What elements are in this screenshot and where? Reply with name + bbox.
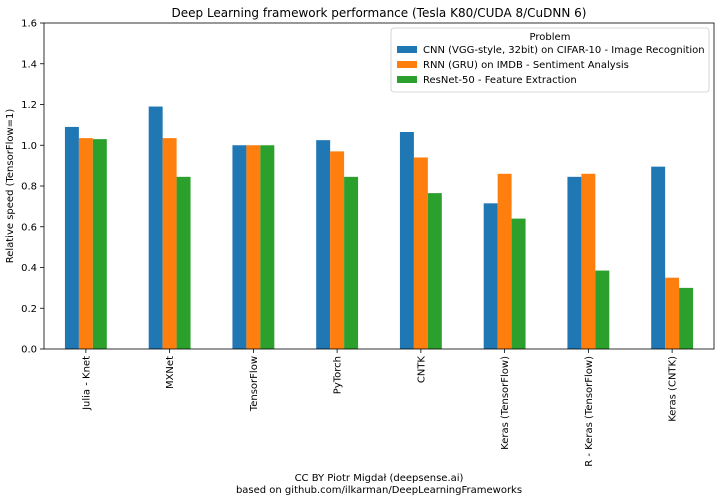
bar-julia-knet-series-3 <box>92 139 107 349</box>
bar-r-keras-tensorflow-series-1 <box>567 176 582 349</box>
y-tick-label: 0.4 <box>21 263 37 274</box>
legend-swatch-2 <box>397 61 417 68</box>
bar-keras-tensorflow-series-2 <box>497 173 512 349</box>
y-tick-label: 0.2 <box>21 304 37 315</box>
x-tick-label: TensorFlow <box>249 356 260 412</box>
bar-julia-knet-series-1 <box>64 126 79 349</box>
bar-julia-knet-series-2 <box>78 138 93 349</box>
legend-swatch-1 <box>397 46 417 53</box>
bar-pytorch-series-2 <box>330 151 345 349</box>
x-tick-label: R - Keras (TensorFlow) <box>584 356 595 467</box>
x-tick-label: CNTK <box>416 356 427 384</box>
bars-layer <box>64 106 694 349</box>
bar-mxnet-series-2 <box>162 138 177 349</box>
bar-pytorch-series-1 <box>316 140 331 349</box>
legend: Problem CNN (VGG-style, 32bit) on CIFAR-… <box>390 27 710 93</box>
bar-r-keras-tensorflow-series-2 <box>581 173 596 349</box>
bar-cntk-series-1 <box>399 132 414 349</box>
bar-keras-cntk-series-1 <box>651 166 666 349</box>
bar-mxnet-series-3 <box>176 176 191 349</box>
x-tick-label: Julia - Knet <box>81 356 92 411</box>
x-tick-label: MXNet <box>165 356 176 389</box>
y-axis: 0.0 0.2 0.4 0.6 0.8 1.0 1.2 1.4 1.6 <box>21 19 44 356</box>
bar-tensorflow-series-3 <box>260 145 275 349</box>
bar-keras-cntk-series-2 <box>665 277 680 349</box>
y-tick-label: 1.2 <box>21 100 37 111</box>
bar-r-keras-tensorflow-series-3 <box>595 270 610 349</box>
bar-keras-cntk-series-3 <box>679 287 694 349</box>
y-axis-label: Relative speed (TensorFlow=1) <box>5 109 16 264</box>
bar-cntk-series-3 <box>427 193 442 349</box>
bar-tensorflow-series-1 <box>232 145 247 349</box>
y-tick-label: 0.8 <box>21 182 37 193</box>
y-tick-label: 1.6 <box>21 19 37 30</box>
footer-credit: CC BY Piotr Migdał (deepsense.ai) <box>295 473 464 484</box>
legend-label-2: RNN (GRU) on IMDB - Sentiment Analysis <box>423 60 629 71</box>
legend-title: Problem <box>530 32 571 43</box>
x-tick-label: Keras (TensorFlow) <box>500 356 511 450</box>
legend-label-1: CNN (VGG-style, 32bit) on CIFAR-10 - Ima… <box>423 45 705 56</box>
legend-swatch-3 <box>397 76 417 83</box>
x-tick-label: Keras (CNTK) <box>668 356 679 422</box>
legend-label-3: ResNet-50 - Feature Extraction <box>423 75 577 86</box>
bar-keras-tensorflow-series-3 <box>511 218 526 349</box>
bar-keras-tensorflow-series-1 <box>483 203 498 349</box>
x-tick-label: PyTorch <box>333 356 344 394</box>
y-tick-label: 0.0 <box>21 345 37 356</box>
footer-source: based on github.com/ilkarman/DeepLearnin… <box>236 485 522 496</box>
y-tick-label: 0.6 <box>21 222 37 233</box>
bar-pytorch-series-3 <box>344 176 359 349</box>
x-axis: Julia - Knet MXNet TensorFlow PyTorch CNTK Ke… <box>81 349 679 467</box>
y-tick-label: 1.4 <box>21 59 37 70</box>
bar-mxnet-series-1 <box>148 106 163 349</box>
bar-cntk-series-2 <box>413 157 428 349</box>
plot-frame <box>43 22 715 350</box>
chart-title: Deep Learning framework performance (Tes… <box>172 6 587 20</box>
y-tick-label: 1.0 <box>21 141 37 152</box>
bar-tensorflow-series-2 <box>246 145 261 349</box>
legend-box <box>390 27 710 93</box>
